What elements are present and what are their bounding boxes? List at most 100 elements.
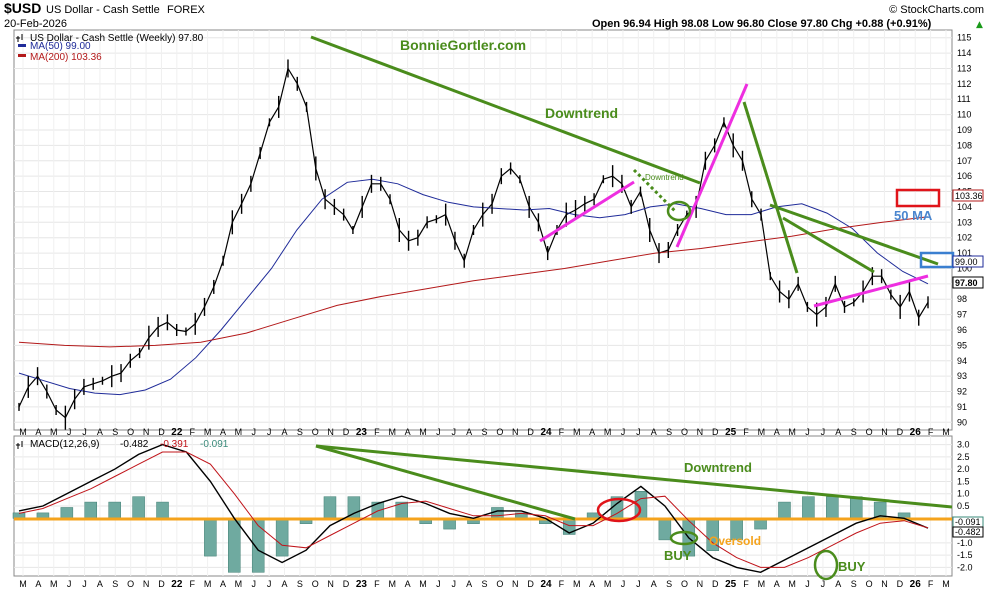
- symbol-description: US Dollar - Cash Settle: [46, 4, 160, 16]
- x-tick-label-macd: D: [158, 579, 165, 589]
- macd-value-1: -0.482: [120, 439, 149, 450]
- x-tick-label-price: J: [82, 427, 87, 437]
- macd-buy-label-1: BUY: [664, 548, 692, 563]
- downtrend-label-main: Downtrend: [545, 105, 618, 121]
- x-tick-label-macd: N: [512, 579, 519, 589]
- price-tick-label: 98: [957, 294, 967, 304]
- x-tick-label-price: J: [636, 427, 641, 437]
- x-tick-label-price: D: [897, 427, 904, 437]
- x-tick-label-price: M: [758, 427, 766, 437]
- macd-tick-label: 3.0: [957, 440, 970, 450]
- x-tick-label-macd: S: [112, 579, 118, 589]
- x-tick-label-price: O: [681, 427, 688, 437]
- x-tick-label-price: S: [112, 427, 118, 437]
- macd-histogram-bar: [12, 512, 26, 519]
- price-tick-label: 101: [957, 248, 972, 258]
- macd-tick-label: -1.0: [957, 538, 973, 548]
- macd-histogram-bar: [228, 518, 241, 573]
- macd-histogram-bar: [84, 501, 98, 519]
- price-tick-label: 107: [957, 156, 972, 166]
- x-tick-label-price: O: [866, 427, 873, 437]
- macd-histogram-bar: [586, 512, 600, 519]
- x-tick-label-macd: F: [559, 579, 565, 589]
- macd-histogram-bar: [132, 496, 145, 519]
- price-tick-label: 102: [957, 233, 972, 243]
- x-tick-label-price: M: [788, 427, 796, 437]
- x-tick-label-macd: D: [712, 579, 719, 589]
- macd-tick-label: -1.5: [957, 550, 973, 560]
- x-tick-label-price: 25: [725, 427, 737, 438]
- x-tick-label-macd: N: [327, 579, 334, 589]
- x-tick-label-macd: J: [436, 579, 441, 589]
- x-tick-label-price: F: [928, 427, 934, 437]
- x-tick-label-macd: M: [788, 579, 796, 589]
- downtrend-line-right-1: [742, 101, 799, 274]
- site-label: BonnieGortler.com: [400, 37, 526, 53]
- macd-tick-label: 2.5: [957, 452, 970, 462]
- macd-tick-label: 2.0: [957, 464, 970, 474]
- macd-signal-label: -0.091: [955, 517, 981, 527]
- x-tick-label-price: J: [805, 427, 810, 437]
- x-tick-label-price: A: [405, 427, 411, 437]
- ma200-legend-swatch: [18, 54, 26, 57]
- x-tick-label-macd: M: [573, 579, 581, 589]
- x-tick-label-macd: A: [589, 579, 595, 589]
- x-tick-label-price: M: [942, 427, 950, 437]
- x-tick-label-macd: M: [388, 579, 396, 589]
- macd-histogram-bar: [36, 512, 50, 519]
- macd-value-2: -0.391: [160, 439, 189, 450]
- x-tick-label-price: M: [19, 427, 27, 437]
- x-tick-label-macd: J: [267, 579, 272, 589]
- x-tick-label-price: F: [743, 427, 749, 437]
- last-price-tag: [952, 276, 984, 289]
- x-tick-label-macd: J: [821, 579, 826, 589]
- x-tick-label-price: F: [559, 427, 565, 437]
- x-tick-label-macd: D: [527, 579, 534, 589]
- x-tick-label-macd: A: [774, 579, 780, 589]
- price-tick-label: 109: [957, 125, 972, 135]
- chart-icon: [16, 441, 23, 449]
- ma50-legend-swatch: [18, 44, 26, 47]
- downtrend-line-main: [310, 35, 701, 185]
- price-tick-label: 115: [957, 33, 971, 43]
- macd-downtrend-line-1: [315, 444, 576, 521]
- macd-title: MACD(12,26,9): [30, 439, 99, 450]
- x-tick-label-price: J: [621, 427, 626, 437]
- x-tick-label-price: A: [835, 427, 841, 437]
- x-tick-label-macd: O: [496, 579, 503, 589]
- x-tick-label-macd: J: [252, 579, 257, 589]
- x-tick-label-price: J: [252, 427, 257, 437]
- ma200-legend: MA(200) 103.36: [30, 52, 102, 63]
- x-tick-label-price: J: [67, 427, 72, 437]
- macd-histogram-bar: [204, 518, 217, 557]
- price-panel-title: US Dollar - Cash Settle (Weekly) 97.80: [30, 33, 204, 44]
- macd-histogram-bar: [323, 496, 337, 519]
- x-tick-label-price: A: [774, 427, 780, 437]
- x-tick-label-macd: M: [204, 579, 212, 589]
- macd-value-tag: [952, 526, 984, 538]
- x-tick-label-macd: F: [928, 579, 934, 589]
- x-tick-label-price: D: [158, 427, 165, 437]
- x-tick-label-macd: O: [312, 579, 319, 589]
- macd-histogram-bar: [108, 501, 121, 519]
- ma50-legend: MA(50) 99.00: [30, 41, 91, 52]
- uptrend-line-magenta-3: [813, 274, 929, 308]
- macd-value-3: -0.091: [200, 439, 229, 450]
- ma200-value-label: 103.36: [955, 191, 983, 201]
- x-tick-label-price: D: [527, 427, 534, 437]
- x-tick-label-price: O: [312, 427, 319, 437]
- x-tick-label-macd: M: [942, 579, 950, 589]
- x-tick-label-price: S: [481, 427, 487, 437]
- macd-tick-label: -2.0: [957, 562, 973, 572]
- x-tick-label-macd: S: [297, 579, 303, 589]
- x-tick-label-macd: J: [636, 579, 641, 589]
- price-tick-label: 111: [957, 94, 971, 104]
- x-tick-label-price: A: [466, 427, 472, 437]
- x-tick-label-macd: F: [743, 579, 749, 589]
- macd-buy-circle-2: [813, 549, 839, 581]
- ma200-value-tag: [952, 189, 984, 202]
- x-tick-label-price: D: [343, 427, 350, 437]
- x-tick-label-macd: N: [143, 579, 150, 589]
- x-tick-label-price: F: [189, 427, 195, 437]
- x-tick-label-macd: A: [35, 579, 41, 589]
